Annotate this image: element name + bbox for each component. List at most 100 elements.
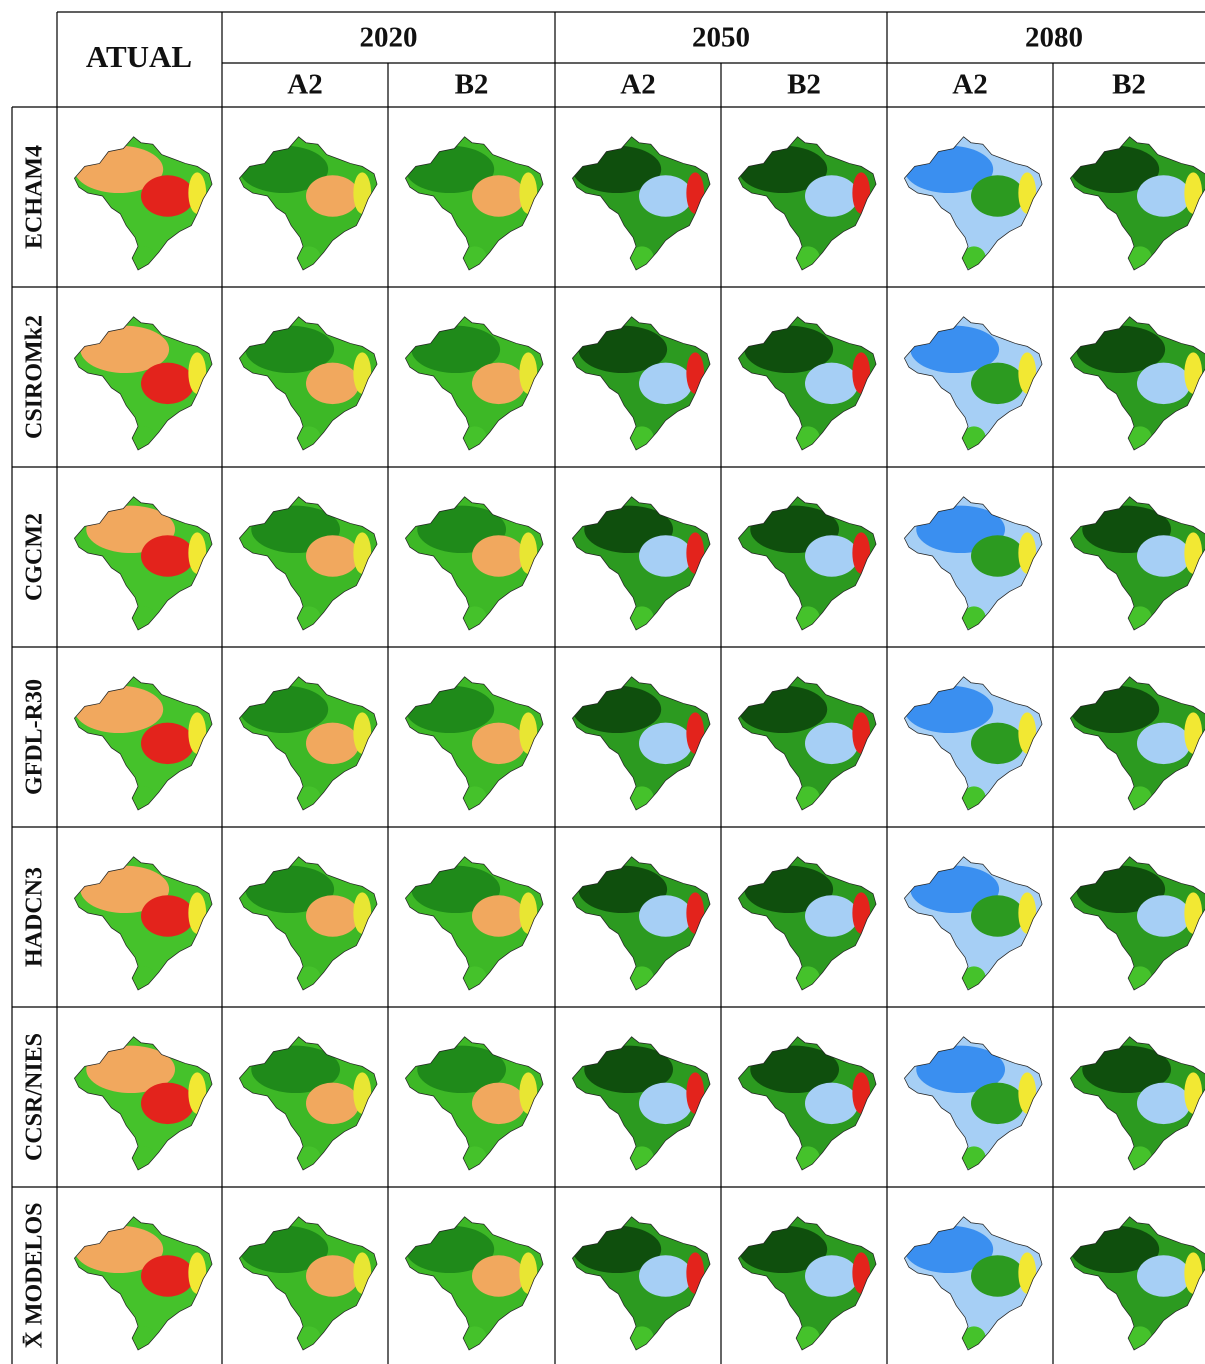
map-fill bbox=[67, 122, 215, 270]
map-zone bbox=[805, 175, 858, 216]
map-fill bbox=[232, 302, 380, 450]
map-fill bbox=[565, 1202, 713, 1350]
map-zone bbox=[141, 895, 194, 936]
map-fill bbox=[398, 1022, 546, 1170]
scenario-header: B2 bbox=[455, 69, 489, 101]
map bbox=[897, 662, 1045, 810]
map bbox=[232, 1202, 380, 1350]
map-zone bbox=[1184, 892, 1202, 933]
map-zone bbox=[353, 1252, 371, 1293]
map-fill bbox=[731, 302, 879, 450]
map-zone bbox=[1018, 712, 1036, 753]
map bbox=[731, 1022, 879, 1170]
map bbox=[565, 122, 713, 270]
map bbox=[897, 1022, 1045, 1170]
map bbox=[897, 482, 1045, 630]
map bbox=[67, 1022, 215, 1170]
map-zone bbox=[572, 686, 661, 733]
row-label: ECHAM4 bbox=[22, 145, 48, 249]
maps bbox=[67, 122, 1205, 1350]
map-fill bbox=[232, 122, 380, 270]
map-zone bbox=[141, 363, 194, 404]
map-fill bbox=[67, 842, 215, 990]
map-fill bbox=[731, 842, 879, 990]
map-zone bbox=[405, 686, 494, 733]
map bbox=[1063, 1202, 1205, 1350]
map-fill bbox=[731, 1202, 879, 1350]
map-fill bbox=[897, 482, 1045, 630]
map-fill bbox=[897, 1022, 1045, 1170]
map-zone bbox=[306, 1083, 359, 1124]
map bbox=[398, 842, 546, 990]
header-atual: ATUAL bbox=[86, 39, 192, 74]
map-zone bbox=[188, 172, 206, 213]
map-fill bbox=[897, 662, 1045, 810]
map-zone bbox=[686, 892, 704, 933]
map-fill bbox=[1063, 482, 1205, 630]
map bbox=[1063, 1022, 1205, 1170]
map-zone bbox=[639, 723, 692, 764]
map-fill bbox=[398, 842, 546, 990]
map-zone bbox=[519, 352, 537, 393]
map-zone bbox=[852, 532, 870, 573]
map-zone bbox=[306, 175, 359, 216]
map-zone bbox=[971, 723, 1024, 764]
map bbox=[565, 662, 713, 810]
map-zone bbox=[805, 723, 858, 764]
map-zone bbox=[971, 1255, 1024, 1296]
map-zone bbox=[353, 352, 371, 393]
map-zone bbox=[1184, 1252, 1202, 1293]
map bbox=[232, 482, 380, 630]
map-fill bbox=[731, 482, 879, 630]
map-zone bbox=[472, 535, 525, 576]
map bbox=[731, 842, 879, 990]
map-zone bbox=[1184, 172, 1202, 213]
map-zone bbox=[904, 686, 993, 733]
map-zone bbox=[353, 1072, 371, 1113]
map-fill bbox=[1063, 1022, 1205, 1170]
map bbox=[398, 662, 546, 810]
map-zone bbox=[239, 686, 328, 733]
map-zone bbox=[472, 1255, 525, 1296]
map-zone bbox=[805, 1083, 858, 1124]
map-zone bbox=[1137, 895, 1190, 936]
map bbox=[1063, 482, 1205, 630]
map-zone bbox=[141, 1083, 194, 1124]
map-fill bbox=[1063, 302, 1205, 450]
map-fill bbox=[398, 122, 546, 270]
map bbox=[731, 1202, 879, 1350]
map-zone bbox=[686, 172, 704, 213]
map bbox=[67, 482, 215, 630]
map-fill bbox=[1063, 842, 1205, 990]
map-fill bbox=[67, 482, 215, 630]
map bbox=[232, 842, 380, 990]
map-zone bbox=[1184, 352, 1202, 393]
map-zone bbox=[519, 892, 537, 933]
map bbox=[1063, 302, 1205, 450]
map bbox=[398, 1202, 546, 1350]
map-fill bbox=[565, 482, 713, 630]
map-fill bbox=[1063, 662, 1205, 810]
map-fill bbox=[565, 1022, 713, 1170]
map-zone bbox=[738, 686, 827, 733]
map-zone bbox=[519, 532, 537, 573]
map-zone bbox=[472, 175, 525, 216]
map bbox=[67, 1202, 215, 1350]
map-zone bbox=[852, 712, 870, 753]
map-zone bbox=[686, 712, 704, 753]
map-zone bbox=[686, 532, 704, 573]
map bbox=[731, 482, 879, 630]
map bbox=[398, 1022, 546, 1170]
map-zone bbox=[141, 723, 194, 764]
map-zone bbox=[852, 1072, 870, 1113]
map-zone bbox=[1018, 1072, 1036, 1113]
map-zone bbox=[805, 895, 858, 936]
map bbox=[232, 302, 380, 450]
map-fill bbox=[398, 482, 546, 630]
map-zone bbox=[188, 1252, 206, 1293]
map-fill bbox=[232, 662, 380, 810]
map-zone bbox=[1018, 532, 1036, 573]
map-zone bbox=[306, 895, 359, 936]
map-fill bbox=[897, 1202, 1045, 1350]
map-zone bbox=[188, 892, 206, 933]
